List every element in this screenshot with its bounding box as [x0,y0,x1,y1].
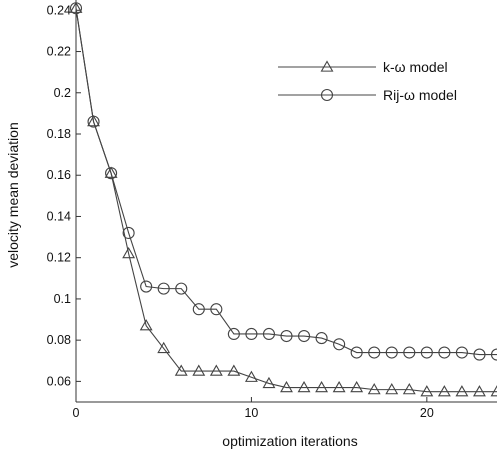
data-point [280,380,293,393]
data-point [157,282,170,295]
data-point [262,327,276,341]
data-point [420,346,433,359]
y-tick-label: 0.16 [47,168,71,182]
data-point [192,364,206,376]
data-point [438,346,451,359]
data-point [402,383,416,395]
y-axis-label: velocity mean deviation [5,122,21,268]
data-point [280,329,293,343]
x-tick-label: 10 [244,406,258,420]
data-point [368,346,381,359]
data-point [262,376,276,389]
series-k-omega [69,1,497,397]
data-point [350,346,363,359]
legend-marker [320,60,334,72]
axis-ticks: 0.06 0.08 0.1 0.12 0.14 0.16 0.18 0.2 0.22 0.24 0 1… [47,3,434,420]
data-point [175,282,188,295]
data-point [350,380,364,393]
series-rij-omega [69,2,497,361]
data-point [455,346,468,359]
data-point [385,383,399,395]
data-point [87,115,100,127]
series-line [75,8,497,356]
data-point [297,380,311,393]
data-point [69,2,83,15]
data-point [297,329,311,343]
data-point [403,346,416,359]
y-tick-label: 0.18 [47,127,71,141]
series-line [75,8,497,393]
y-tick-label: 0.08 [47,333,71,347]
y-tick-label: 0.14 [47,209,71,223]
data-point [245,327,258,341]
data-point [140,280,153,293]
legend-label: Rij-ω model [383,87,457,103]
data-point [315,380,329,393]
data-point [122,246,136,259]
y-tick-label: 0.2 [54,86,71,100]
data-point [490,348,497,361]
x-tick-label: 0 [73,406,80,420]
data-point [455,385,469,397]
data-point [437,385,451,397]
x-tick-label: 20 [420,406,434,420]
data-point [385,346,398,359]
data-point [210,303,223,316]
data-series [69,1,497,397]
data-point [333,338,346,351]
y-tick-label: 0.12 [47,251,71,265]
data-point [420,385,434,397]
data-point [473,348,486,361]
data-point [157,341,171,354]
y-tick-label: 0.22 [47,45,71,59]
data-point [227,364,241,376]
data-point [192,303,205,316]
data-point [105,167,118,180]
data-point [174,364,188,376]
data-point [139,319,153,331]
data-point [209,364,223,376]
data-point [227,327,240,341]
data-point [69,1,83,13]
data-point [244,370,258,382]
legend: k-ω model Rij-ω model [278,59,457,103]
y-tick-label: 0.24 [47,3,71,17]
data-point [367,383,381,395]
y-tick-label: 0.06 [47,374,71,388]
y-tick-label: 0.1 [54,292,71,306]
data-point [490,385,497,397]
data-point [315,332,328,345]
legend-marker [320,88,334,102]
data-point [87,115,100,128]
data-point [473,385,486,397]
legend-label: k-ω model [383,59,448,75]
data-point [122,226,135,240]
data-point [332,380,346,393]
data-point [104,166,118,178]
x-axis-label: optimization iterations [222,433,357,449]
